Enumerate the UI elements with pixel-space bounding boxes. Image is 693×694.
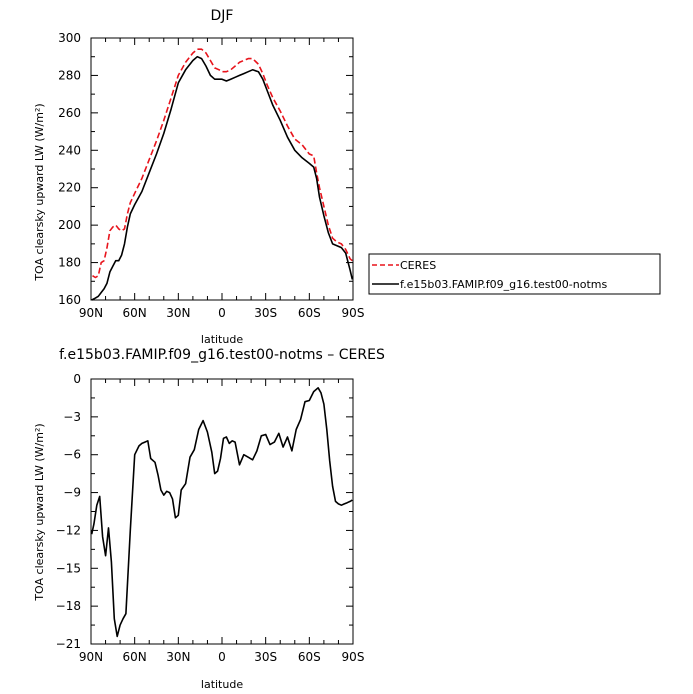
chart-top-x-tick-label: 30N — [166, 306, 190, 320]
chart-bottom-y-tick-label: −18 — [56, 599, 81, 613]
chart-bottom-title: f.e15b03.FAMIP.f09_g16.test00-notms – CE… — [59, 347, 385, 363]
chart-bottom-y-tick-label: −21 — [56, 637, 81, 651]
chart-top-x-tick-label: 0 — [218, 306, 226, 320]
chart-top-x-tick-label: 30S — [254, 306, 277, 320]
legend-label-model: f.e15b03.FAMIP.f09_g16.test00-notms — [400, 278, 607, 291]
chart-top-y-tick-label: 180 — [58, 256, 81, 270]
chart-bottom-x-tick-label: 90S — [342, 650, 365, 664]
chart-top-y-tick-label: 220 — [58, 181, 81, 195]
chart-bottom-y-tick-label: −9 — [63, 486, 81, 500]
chart-bottom-y-tick-label: −12 — [56, 523, 81, 537]
legend: CERES f.e15b03.FAMIP.f09_g16.test00-notm… — [368, 253, 661, 295]
chart-top-y-tick-label: 200 — [58, 218, 81, 232]
chart-bottom-y-tick-label: −3 — [63, 410, 81, 424]
chart-bottom-series-line-a — [90, 386, 353, 638]
chart-top-y-tick-label: 160 — [58, 293, 81, 307]
chart-bottom-plot-frame — [90, 378, 354, 645]
chart-top-y-tick-label: 260 — [58, 106, 81, 120]
chart-bottom-x-tick-label: 0 — [218, 650, 226, 664]
chart-top-x-tick-label: 90N — [79, 306, 103, 320]
chart-top-y-tick-label: 300 — [58, 31, 81, 45]
chart-top-series-line-b — [91, 55, 354, 301]
legend-label-ceres: CERES — [400, 259, 436, 272]
chart-top: DJF TOA clearsky upward LW (W/m²) latitu… — [33, 8, 364, 346]
chart-bottom-y-tick-label: −6 — [63, 448, 81, 462]
chart-top-x-axis-title: latitude — [201, 333, 243, 346]
legend-box — [368, 253, 661, 295]
chart-top-series — [91, 48, 354, 301]
chart-top-x-tick-label: 60S — [298, 306, 321, 320]
chart-bottom-x-tick-label: 60N — [123, 650, 147, 664]
chart-bottom-y-tick-label: 0 — [73, 372, 81, 386]
chart-top-y-tick-label: 280 — [58, 68, 81, 82]
chart-top-x-tick-label: 90S — [342, 306, 365, 320]
chart-bottom-y-tick-label: −15 — [56, 561, 81, 575]
chart-bottom-x-tick-label: 30N — [166, 650, 190, 664]
chart-bottom-axes: 90N 60N 30N 0 30S 60S 90S −21 −18 −15 −12 −9 −6 −3 0 — [56, 372, 365, 664]
chart-top-x-tick-label: 60N — [123, 306, 147, 320]
chart-bottom-x-axis-title: latitude — [201, 678, 243, 691]
chart-bottom-x-tick-label: 60S — [298, 650, 321, 664]
chart-top-plot-frame — [90, 37, 354, 301]
chart-bottom-y-axis-title: TOA clearsky upward LW (W/m²) — [33, 423, 46, 601]
chart-top-y-tick-label: 240 — [58, 143, 81, 157]
chart-top-series-line-a — [92, 48, 353, 279]
chart-bottom: f.e15b03.FAMIP.f09_g16.test00-notms – CE… — [33, 347, 385, 691]
chart-top-y-axis-title: TOA clearsky upward LW (W/m²) — [33, 103, 46, 281]
chart-bottom-x-tick-label: 90N — [79, 650, 103, 664]
chart-bottom-x-tick-label: 30S — [254, 650, 277, 664]
chart-bottom-series — [90, 386, 353, 638]
chart-top-axes: 90N 60N 30N 0 30S 60S 90S 160 180 200 220 240 260 280… — [58, 31, 364, 320]
chart-top-title: DJF — [211, 8, 234, 24]
